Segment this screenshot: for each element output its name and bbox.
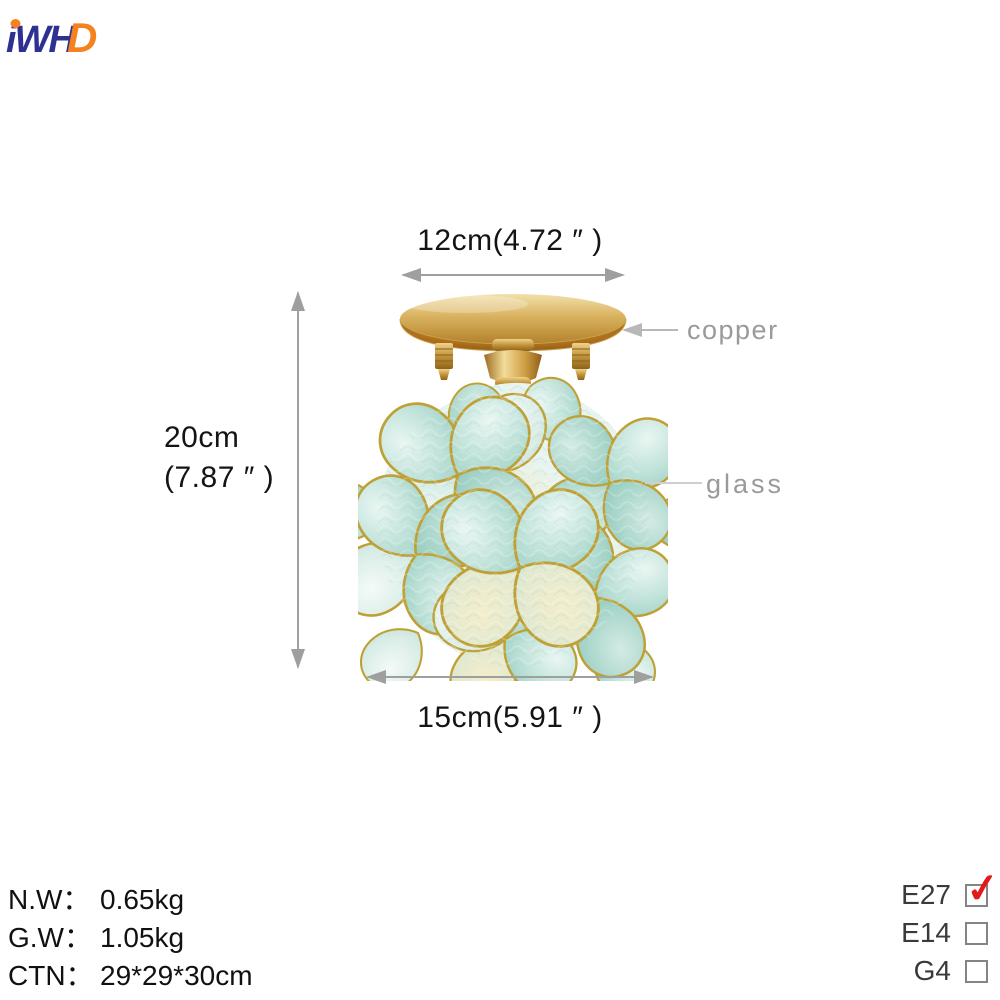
bulb-option-label: E14 bbox=[901, 917, 951, 948]
spec-label: G.W： bbox=[8, 922, 92, 953]
material-label-copper: copper bbox=[687, 315, 779, 345]
lamp-screw-left bbox=[435, 343, 453, 380]
bulb-socket-options: E27 E14 G4 bbox=[901, 876, 988, 990]
spec-value: 1.05kg bbox=[100, 922, 185, 953]
product-specs: N.W： 0.65kg G.W： 1.05kg CTN： 29*29*30cm bbox=[8, 878, 253, 992]
material-label-glass: glass bbox=[706, 469, 785, 499]
spec-row-gross-weight: G.W： 1.05kg bbox=[8, 916, 253, 954]
bulb-option-checkbox[interactable] bbox=[965, 921, 988, 945]
bulb-option-e14: E14 bbox=[901, 914, 988, 952]
bulb-option-label: G4 bbox=[913, 955, 951, 986]
bulb-option-checkbox[interactable] bbox=[965, 883, 988, 907]
dimension-height: 20cm (7.87 ″ ) bbox=[164, 418, 274, 498]
spec-value: 29*29*30cm bbox=[100, 960, 253, 991]
lamp-screw-right bbox=[572, 343, 590, 380]
bulb-option-checkbox[interactable] bbox=[965, 959, 988, 983]
spec-row-net-weight: N.W： 0.65kg bbox=[8, 878, 253, 916]
dimension-bottom-width: 15cm(5.91 ″ ) bbox=[417, 701, 603, 734]
lamp-canopy bbox=[399, 294, 627, 352]
lamp-glass-shade bbox=[358, 367, 668, 681]
brand-logo-dot bbox=[10, 19, 21, 28]
bulb-option-e27: E27 bbox=[901, 876, 988, 914]
product-image-ceiling-lamp bbox=[358, 294, 668, 681]
spec-label: N.W： bbox=[8, 884, 91, 915]
spec-row-carton-size: CTN： 29*29*30cm bbox=[8, 954, 253, 992]
brand-logo-text-orange: D bbox=[67, 14, 97, 61]
dimension-top-width: 12cm(4.72 ″ ) bbox=[417, 224, 603, 257]
brand-logo: iWH D bbox=[6, 14, 97, 61]
bulb-option-label: E27 bbox=[901, 879, 951, 910]
dimension-height-inch: (7.87 ″ ) bbox=[164, 461, 275, 494]
spec-value: 0.65kg bbox=[100, 884, 185, 915]
spec-label: CTN： bbox=[8, 960, 94, 991]
bulb-option-g4: G4 bbox=[901, 952, 988, 990]
dimension-height-cm: 20cm bbox=[164, 421, 240, 454]
